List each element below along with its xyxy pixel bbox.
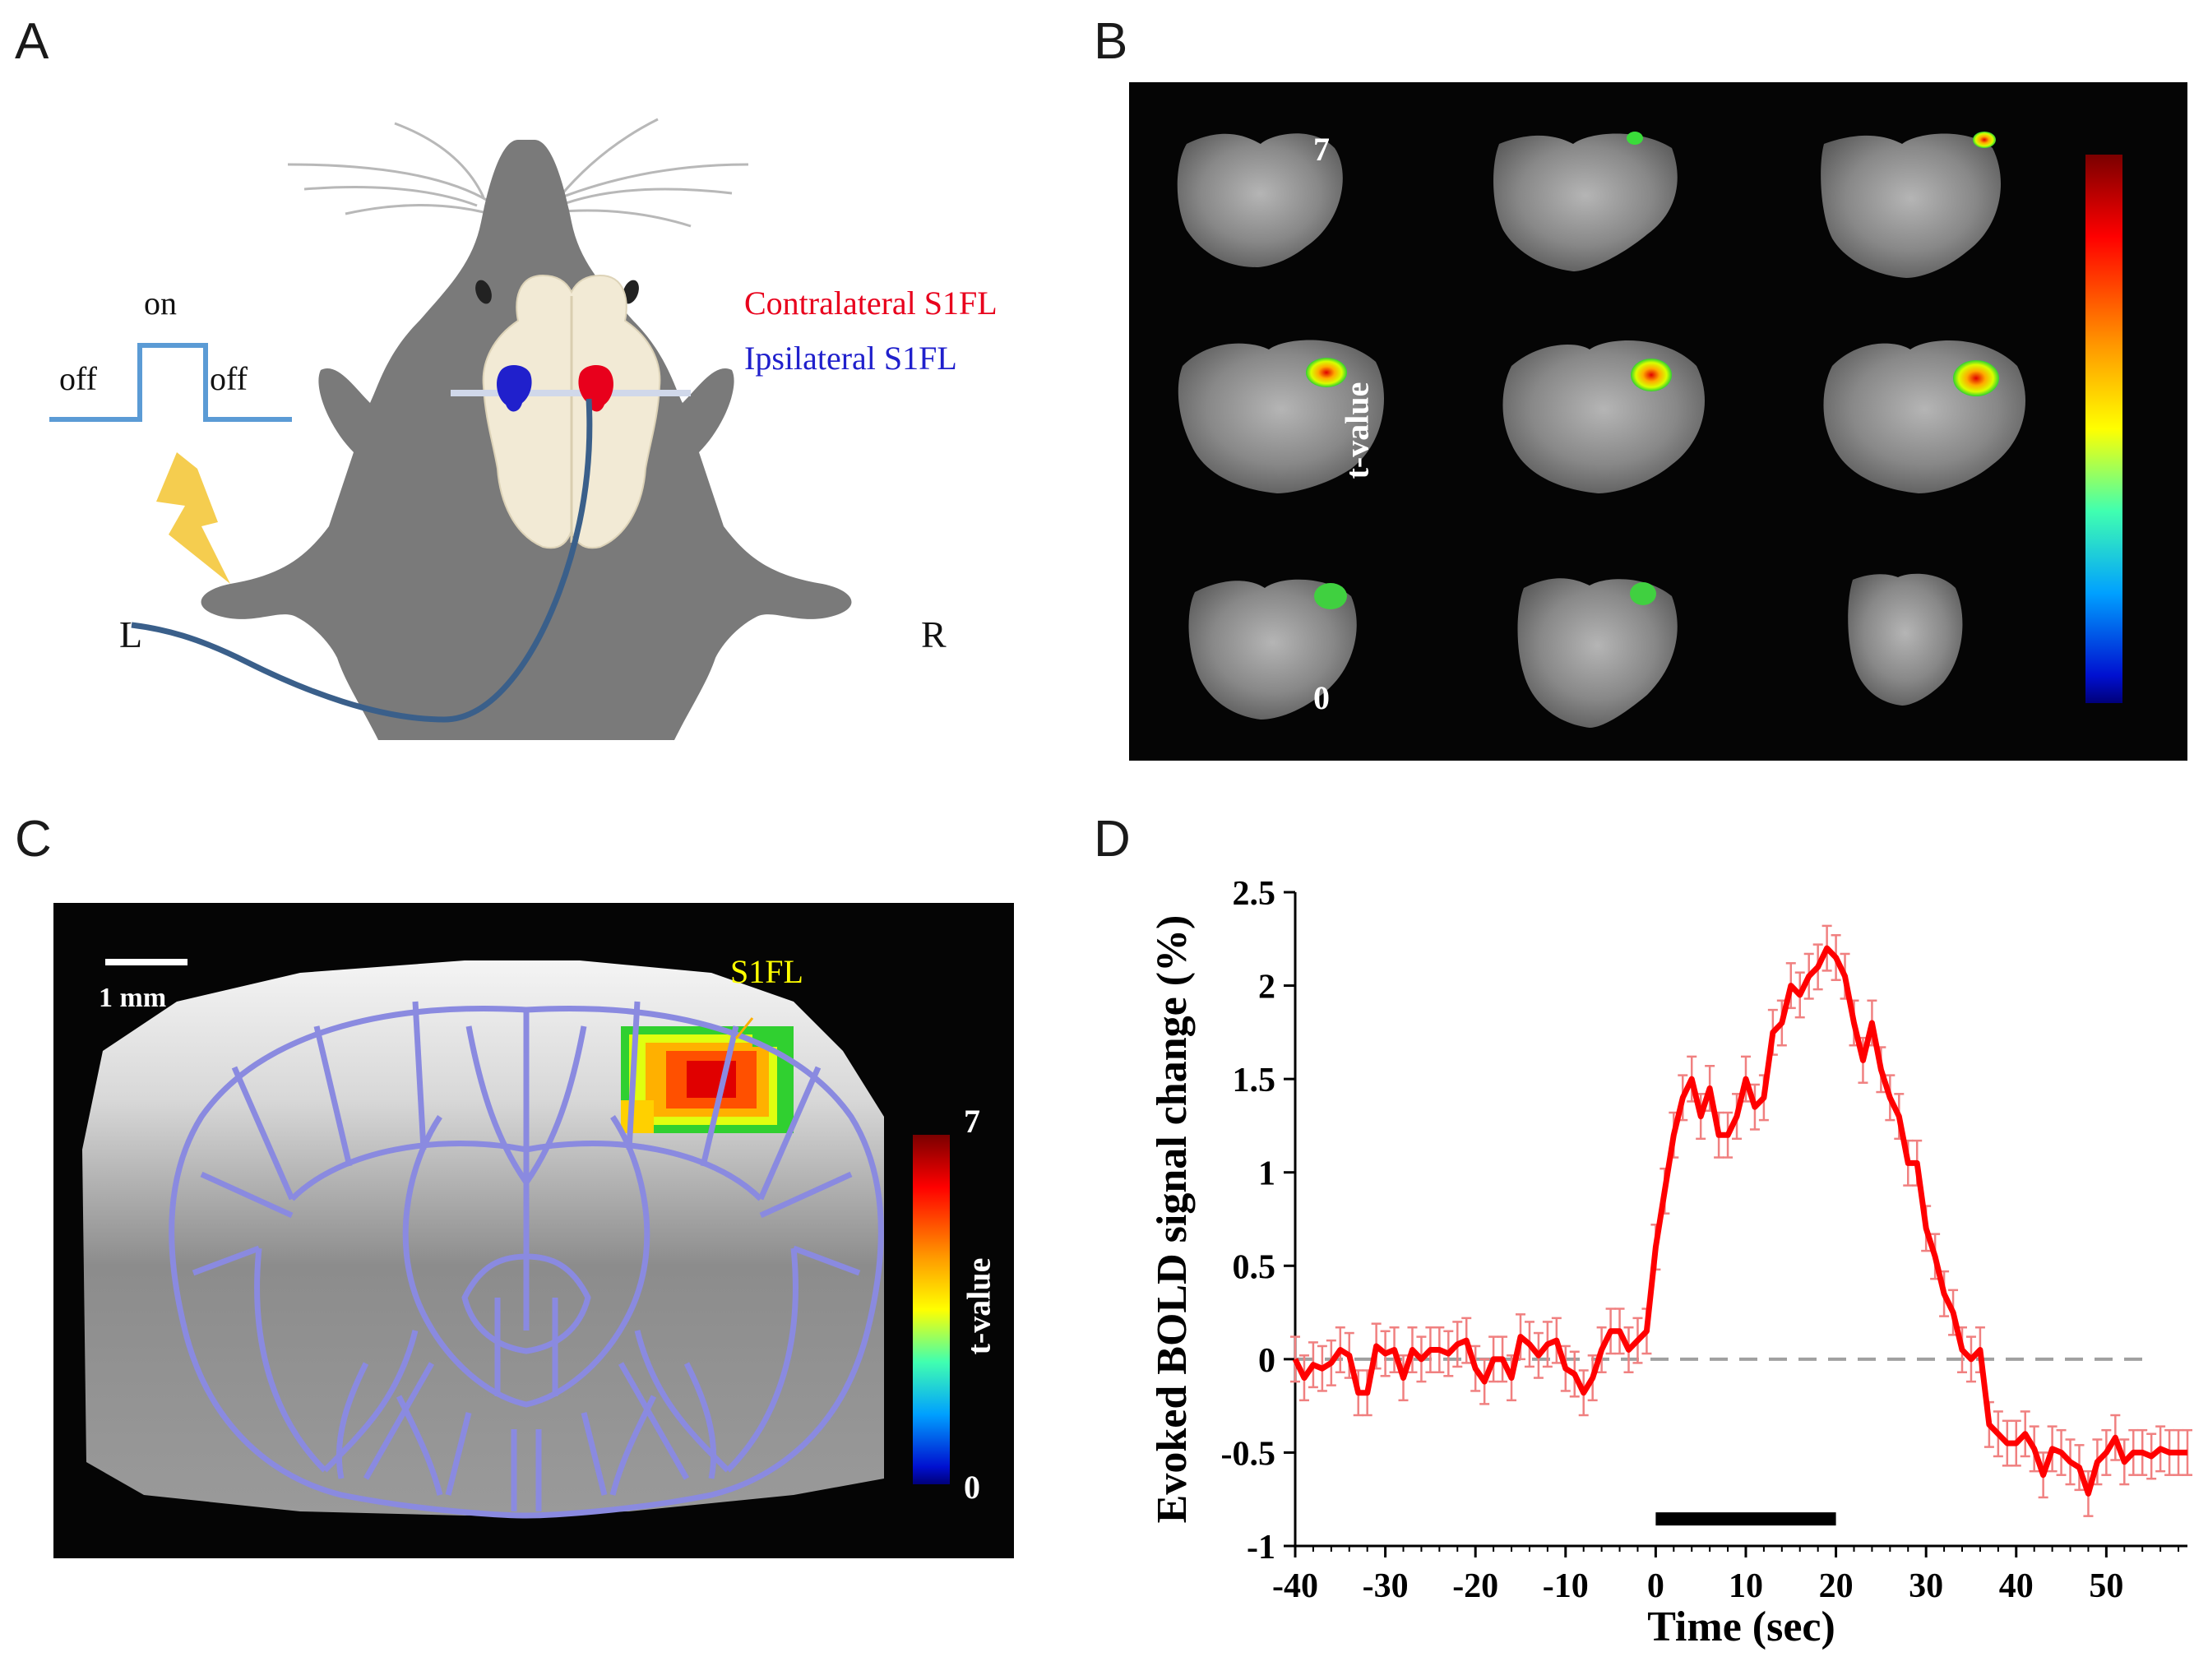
panel-d-label: D (1094, 811, 1131, 868)
slice-2-activation (1627, 132, 1643, 145)
side-right-label: R (921, 613, 947, 655)
panel-a-illustration (49, 118, 852, 740)
stim-on-label: on (144, 285, 177, 322)
y-axis-title: Evoked BOLD signal change (%) (1149, 915, 1196, 1524)
atlas-outline (169, 1001, 884, 1519)
panel-c-colorbar-min: 0 (964, 1469, 980, 1506)
panel-c-colorbar-max: 7 (964, 1103, 980, 1140)
y-tick-label: -1 (1247, 1529, 1275, 1567)
contralateral-label: Contralateral S1FL (744, 285, 998, 322)
panel-b-colorbar-max: 7 (1313, 131, 1330, 168)
x-tick-label: -10 (1543, 1567, 1589, 1605)
bold-trace (1292, 945, 2187, 1497)
x-tick-label: -20 (1452, 1567, 1498, 1605)
stimulus-bar (1655, 1512, 1836, 1526)
panel-c-image (53, 903, 1014, 1558)
x-axis-title: Time (sec) (1647, 1604, 1835, 1650)
s1fl-leader-line (734, 1017, 754, 1039)
ipsilateral-s1fl (497, 365, 532, 412)
slice-5-activation (1631, 359, 1672, 391)
y-tick-label: 1 (1258, 1155, 1275, 1193)
panel-b-colorbar (2085, 155, 2122, 703)
x-tick-label: -40 (1272, 1567, 1318, 1605)
scale-bar-label: 1 mm (99, 983, 167, 1013)
slice-1 (1177, 133, 1343, 267)
slice-7 (1188, 579, 1357, 720)
slice-3 (1821, 133, 2001, 278)
slice-7-activation (1314, 583, 1347, 609)
x-tick-label: 30 (1909, 1567, 1943, 1605)
lightning-icon (156, 452, 230, 584)
x-tick-label: -30 (1363, 1567, 1409, 1605)
s1fl-activation (621, 1026, 794, 1133)
scale-bar (105, 959, 187, 965)
y-tick-label: 0 (1258, 1342, 1275, 1380)
left-eye (475, 280, 492, 304)
brain-slices (1177, 132, 2122, 728)
stim-off-right-label: off (210, 360, 248, 397)
side-left-label: L (119, 613, 143, 655)
panel-b-colorbar-title: t-value (1338, 382, 1376, 479)
x-tick-label: 20 (1819, 1567, 1854, 1605)
x-tick-label: 0 (1647, 1567, 1664, 1605)
y-tick-label: -0.5 (1221, 1435, 1276, 1473)
x-tick-label: 50 (2089, 1567, 2123, 1605)
y-tick-label: 2.5 (1233, 875, 1276, 913)
panel-c-label: C (15, 811, 52, 868)
atlas-overlay (82, 959, 950, 1519)
stim-off-left-label: off (59, 360, 97, 397)
electrode-cable (131, 398, 593, 723)
slice-3-activation (1973, 132, 1996, 148)
x-tick-label: 40 (1999, 1567, 2034, 1605)
whiskers (287, 118, 749, 228)
slice-4-activation (1306, 358, 1347, 387)
slice-8-activation (1630, 582, 1656, 605)
panel-b-label: B (1094, 13, 1128, 70)
stimulus-trace (49, 343, 292, 422)
slice-6 (1823, 340, 2025, 493)
y-tick-label: 1.5 (1233, 1062, 1276, 1099)
slice-5 (1502, 340, 1705, 493)
panel-c-colorbar-title: t-value (960, 1257, 998, 1355)
s1fl-label: S1FL (730, 953, 803, 990)
bold-response-chart: 2.5 2 1.5 1 0.5 0 -0.5 -1 -40 -30 -20 -10 0 10 20 30 40… (1149, 875, 2192, 1650)
right-eye (623, 280, 639, 304)
panel-a-label: A (15, 13, 49, 70)
panel-b-colorbar-min: 0 (1313, 679, 1330, 716)
y-tick-label: 2 (1258, 969, 1275, 1007)
ipsilateral-label: Ipsilateral S1FL (744, 340, 957, 377)
slice-8 (1517, 578, 1678, 728)
panel-c-colorbar (913, 1135, 950, 1484)
y-tick-label: 0.5 (1233, 1248, 1276, 1286)
panel-b-image (1129, 82, 2187, 761)
slice-9 (1848, 573, 1963, 706)
slice-2 (1493, 133, 1678, 271)
slice-6-activation (1953, 360, 1999, 396)
x-tick-label: 10 (1729, 1567, 1763, 1605)
